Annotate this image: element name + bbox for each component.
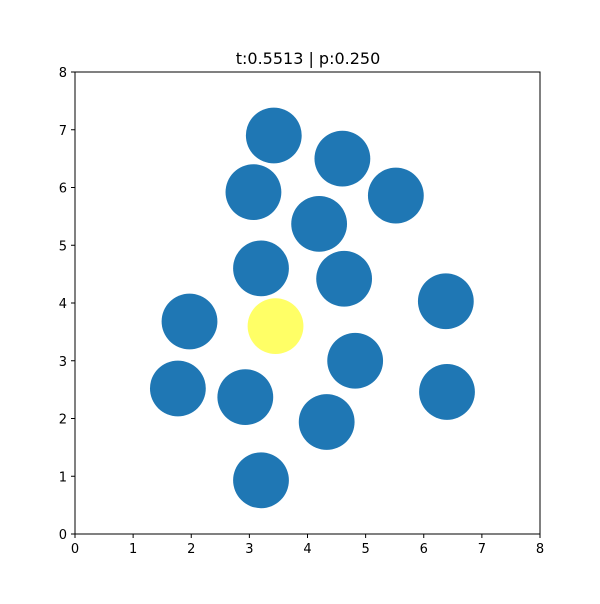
axes: 0 1 2 3 4 5 6 7 8 0 1 2 3 4 5 6 7 8 bbox=[59, 66, 544, 557]
data-point bbox=[245, 107, 302, 164]
y-tick-label: 0 bbox=[59, 528, 67, 543]
data-point bbox=[417, 273, 474, 330]
y-tick-label: 2 bbox=[59, 413, 67, 428]
data-point bbox=[327, 332, 384, 389]
x-tick-label: 6 bbox=[420, 542, 428, 557]
plot-area bbox=[149, 107, 475, 509]
data-point bbox=[233, 240, 289, 297]
y-tick-label: 5 bbox=[59, 239, 67, 254]
x-tick-label: 1 bbox=[129, 542, 137, 557]
y-tick-label: 4 bbox=[59, 297, 67, 312]
chart-title: t:0.5513 | p:0.250 bbox=[236, 49, 381, 68]
x-tick-label: 7 bbox=[478, 542, 486, 557]
data-point bbox=[149, 360, 206, 417]
x-tick-label: 8 bbox=[536, 542, 544, 557]
x-tick-label: 0 bbox=[71, 542, 79, 557]
data-point bbox=[291, 195, 348, 252]
data-point bbox=[367, 167, 424, 224]
data-point bbox=[161, 293, 218, 350]
data-point bbox=[217, 369, 274, 426]
data-point bbox=[419, 364, 475, 420]
data-point bbox=[225, 164, 282, 221]
x-tick-label: 2 bbox=[187, 542, 195, 557]
x-tick-label: 3 bbox=[245, 542, 253, 557]
y-tick-label: 7 bbox=[59, 124, 67, 139]
data-point bbox=[314, 130, 371, 187]
y-tick-label: 8 bbox=[59, 66, 67, 81]
data-point bbox=[298, 394, 355, 450]
x-tick-label: 5 bbox=[361, 542, 369, 557]
data-points bbox=[149, 107, 475, 509]
y-tick-label: 6 bbox=[59, 182, 67, 197]
y-tick-label: 1 bbox=[59, 470, 67, 485]
data-point bbox=[233, 452, 289, 509]
y-tick-label: 3 bbox=[59, 355, 67, 370]
data-point bbox=[316, 250, 373, 307]
x-tick-label: 4 bbox=[303, 542, 311, 557]
data-point-highlighted bbox=[247, 298, 304, 354]
